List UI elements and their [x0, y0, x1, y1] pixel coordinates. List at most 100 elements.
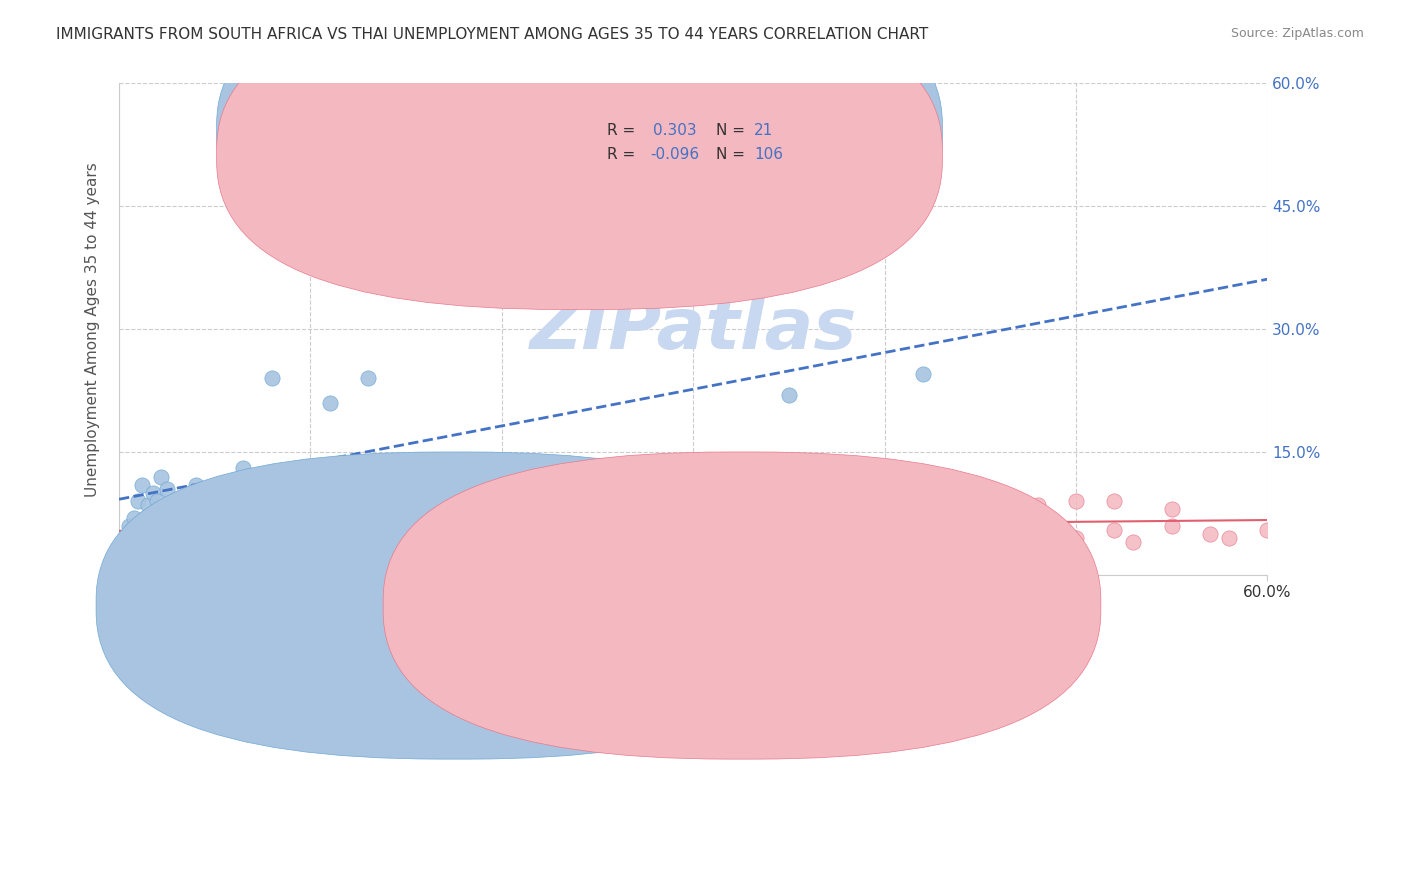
Point [204, 518, 226, 533]
Text: 106: 106 [754, 147, 783, 162]
Point [204, 510, 226, 524]
Point [262, 371, 284, 385]
Point [114, 539, 136, 553]
Point [142, 486, 165, 500]
Point [1026, 518, 1049, 533]
Point [950, 531, 973, 545]
Point [121, 523, 143, 537]
Point [778, 494, 800, 508]
Point [125, 527, 148, 541]
Point [166, 531, 188, 545]
Text: ZIPatlas: ZIPatlas [530, 294, 856, 364]
Point [194, 535, 217, 549]
Point [299, 523, 322, 537]
Point [586, 531, 609, 545]
Point [141, 527, 163, 541]
Point [153, 527, 176, 541]
Point [1064, 494, 1087, 508]
Text: Thais: Thais [811, 609, 851, 624]
Point [375, 531, 398, 545]
Point [529, 535, 551, 549]
Point [471, 531, 494, 545]
Point [127, 539, 149, 553]
Point [873, 502, 896, 516]
Point [682, 535, 704, 549]
Point [252, 523, 274, 537]
Point [124, 510, 146, 524]
Point [156, 523, 179, 537]
Point [1160, 518, 1182, 533]
Point [150, 469, 173, 483]
Point [1026, 498, 1049, 512]
Point [142, 523, 165, 537]
Point [911, 510, 934, 524]
Point [395, 477, 418, 491]
Point [950, 507, 973, 521]
Point [1122, 535, 1144, 549]
Point [169, 518, 191, 533]
Point [318, 396, 340, 410]
Point [131, 527, 153, 541]
Point [720, 518, 742, 533]
Point [740, 527, 762, 541]
Point [111, 535, 134, 549]
Point [146, 494, 169, 508]
Point [262, 518, 284, 533]
Point [1160, 502, 1182, 516]
Point [778, 387, 800, 401]
Point [357, 371, 380, 385]
Point [184, 523, 207, 537]
Point [184, 494, 207, 508]
Point [911, 367, 934, 381]
FancyBboxPatch shape [217, 0, 942, 285]
Point [280, 494, 302, 508]
Point [242, 494, 264, 508]
Point [1199, 527, 1222, 541]
Point [156, 482, 179, 496]
Point [159, 535, 181, 549]
Text: IMMIGRANTS FROM SOUTH AFRICA VS THAI UNEMPLOYMENT AMONG AGES 35 TO 44 YEARS CORR: IMMIGRANTS FROM SOUTH AFRICA VS THAI UNE… [56, 27, 928, 42]
Point [222, 531, 245, 545]
Point [262, 535, 284, 549]
Point [682, 531, 704, 545]
Point [453, 494, 475, 508]
Point [299, 510, 322, 524]
Point [214, 527, 236, 541]
Point [644, 486, 666, 500]
Point [1218, 531, 1240, 545]
Point [136, 498, 159, 512]
Point [135, 523, 157, 537]
Point [280, 518, 302, 533]
Point [586, 494, 609, 508]
Point [969, 510, 991, 524]
Point [453, 510, 475, 524]
Point [815, 523, 838, 537]
Point [174, 494, 197, 508]
Point [121, 531, 143, 545]
Text: R =: R = [607, 122, 640, 137]
Point [567, 518, 589, 533]
Point [184, 477, 207, 491]
Point [357, 527, 380, 541]
Point [180, 535, 202, 549]
Point [586, 527, 609, 541]
Point [120, 523, 142, 537]
Text: N =: N = [716, 122, 749, 137]
Y-axis label: Unemployment Among Ages 35 to 44 years: Unemployment Among Ages 35 to 44 years [86, 161, 100, 497]
Point [242, 531, 264, 545]
Point [1064, 531, 1087, 545]
Point [148, 531, 170, 545]
Point [146, 535, 169, 549]
Point [720, 494, 742, 508]
Point [270, 527, 292, 541]
Point [778, 502, 800, 516]
Point [166, 502, 188, 516]
Point [318, 535, 340, 549]
Point [969, 523, 991, 537]
FancyBboxPatch shape [533, 108, 853, 177]
Point [222, 490, 245, 504]
Point [290, 531, 312, 545]
Point [117, 527, 139, 541]
Point [127, 494, 149, 508]
Text: R =: R = [607, 147, 640, 162]
